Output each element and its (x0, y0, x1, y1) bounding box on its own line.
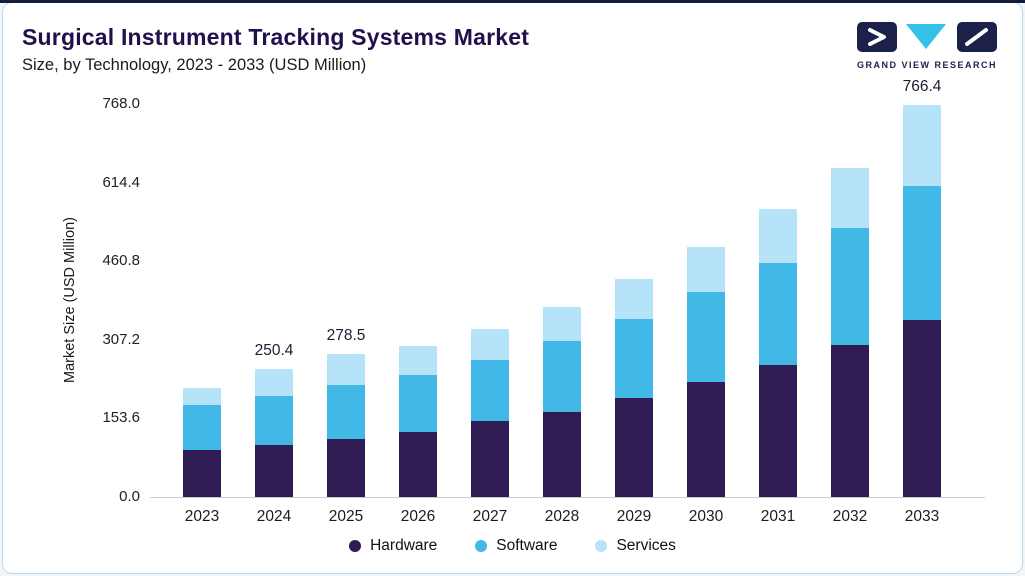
x-tick-label: 2024 (256, 508, 292, 525)
legend: Hardware Software Services (0, 537, 1025, 555)
bar-segment-software-2023 (183, 404, 221, 450)
legend-dot-software-icon (475, 540, 488, 552)
legend-label-services: Services (616, 537, 676, 554)
y-tick-label: 0.0 (119, 488, 140, 505)
bar-segment-hardware-2028 (543, 411, 581, 497)
bar-segment-software-2027 (471, 359, 509, 422)
bar-segment-hardware-2030 (687, 382, 725, 497)
page-subtitle: Size, by Technology, 2023 - 2033 (USD Mi… (22, 56, 367, 74)
y-tick-label: 307.2 (102, 330, 140, 348)
legend-label-hardware: Hardware (370, 537, 438, 554)
bar-segment-hardware-2031 (759, 364, 797, 497)
bar-segment-hardware-2033 (903, 320, 941, 497)
bar-segment-software-2032 (831, 227, 869, 345)
x-tick-label: 2033 (904, 508, 940, 525)
grand-view-research-logo-icon (857, 22, 997, 52)
bar-segment-services-2029 (615, 279, 653, 319)
bar-total-label: 278.5 (326, 327, 366, 345)
legend-item-software: Software (475, 537, 557, 555)
y-tick-label: 768.0 (102, 95, 140, 112)
legend-item-services: Services (595, 537, 676, 555)
x-tick-label: 2025 (328, 508, 364, 525)
x-tick-label: 2028 (544, 508, 580, 525)
brand-logo: GRAND VIEW RESEARCH (857, 22, 997, 70)
top-accent-line (0, 0, 1025, 3)
bar-segment-software-2033 (903, 186, 941, 321)
bar-segment-services-2033 (903, 104, 941, 187)
x-axis-line (150, 497, 985, 498)
x-tick-label: 2023 (184, 508, 220, 525)
bar-segment-services-2024 (255, 368, 293, 396)
bar-segment-software-2025 (327, 384, 365, 440)
x-tick-label: 2027 (472, 508, 508, 525)
legend-dot-services-icon (595, 540, 608, 552)
bar-segment-software-2026 (399, 374, 437, 432)
bar-segment-services-2030 (687, 247, 725, 293)
x-tick-label: 2030 (688, 508, 724, 525)
bar-segment-hardware-2023 (183, 449, 221, 497)
bar-total-label: 250.4 (254, 341, 294, 359)
bar-segment-hardware-2027 (471, 421, 509, 497)
legend-label-software: Software (496, 537, 558, 554)
bar-segment-software-2031 (759, 262, 797, 365)
legend-item-hardware: Hardware (349, 537, 437, 555)
bar-segment-software-2028 (543, 340, 581, 412)
bar-segment-services-2031 (759, 209, 797, 263)
bar-segment-services-2025 (327, 354, 365, 385)
x-tick-label: 2031 (760, 508, 796, 525)
y-tick-label: 460.8 (102, 252, 140, 270)
bar-segment-services-2028 (543, 306, 581, 341)
x-tick-label: 2026 (400, 508, 436, 525)
legend-dot-hardware-icon (349, 540, 362, 552)
bar-segment-hardware-2025 (327, 439, 365, 497)
bar-total-label: 766.4 (902, 77, 942, 95)
bar-segment-hardware-2032 (831, 344, 869, 497)
bar-segment-hardware-2024 (255, 444, 293, 497)
bar-segment-software-2030 (687, 292, 725, 383)
bar-segment-hardware-2029 (615, 398, 653, 497)
brand-wordmark: GRAND VIEW RESEARCH (857, 60, 998, 70)
bar-segment-hardware-2026 (399, 432, 437, 497)
y-tick-label: 614.4 (102, 173, 140, 191)
x-tick-label: 2032 (832, 508, 868, 525)
bar-segment-services-2026 (399, 345, 437, 375)
bar-segment-services-2032 (831, 168, 869, 228)
bar-segment-software-2024 (255, 395, 293, 445)
bar-segment-software-2029 (615, 318, 653, 399)
bar-segment-services-2027 (471, 328, 509, 360)
page-title: Surgical Instrument Tracking Systems Mar… (22, 24, 530, 50)
y-tick-label: 153.6 (102, 409, 140, 427)
x-tick-label: 2029 (616, 508, 652, 525)
bar-segment-services-2023 (183, 388, 221, 405)
